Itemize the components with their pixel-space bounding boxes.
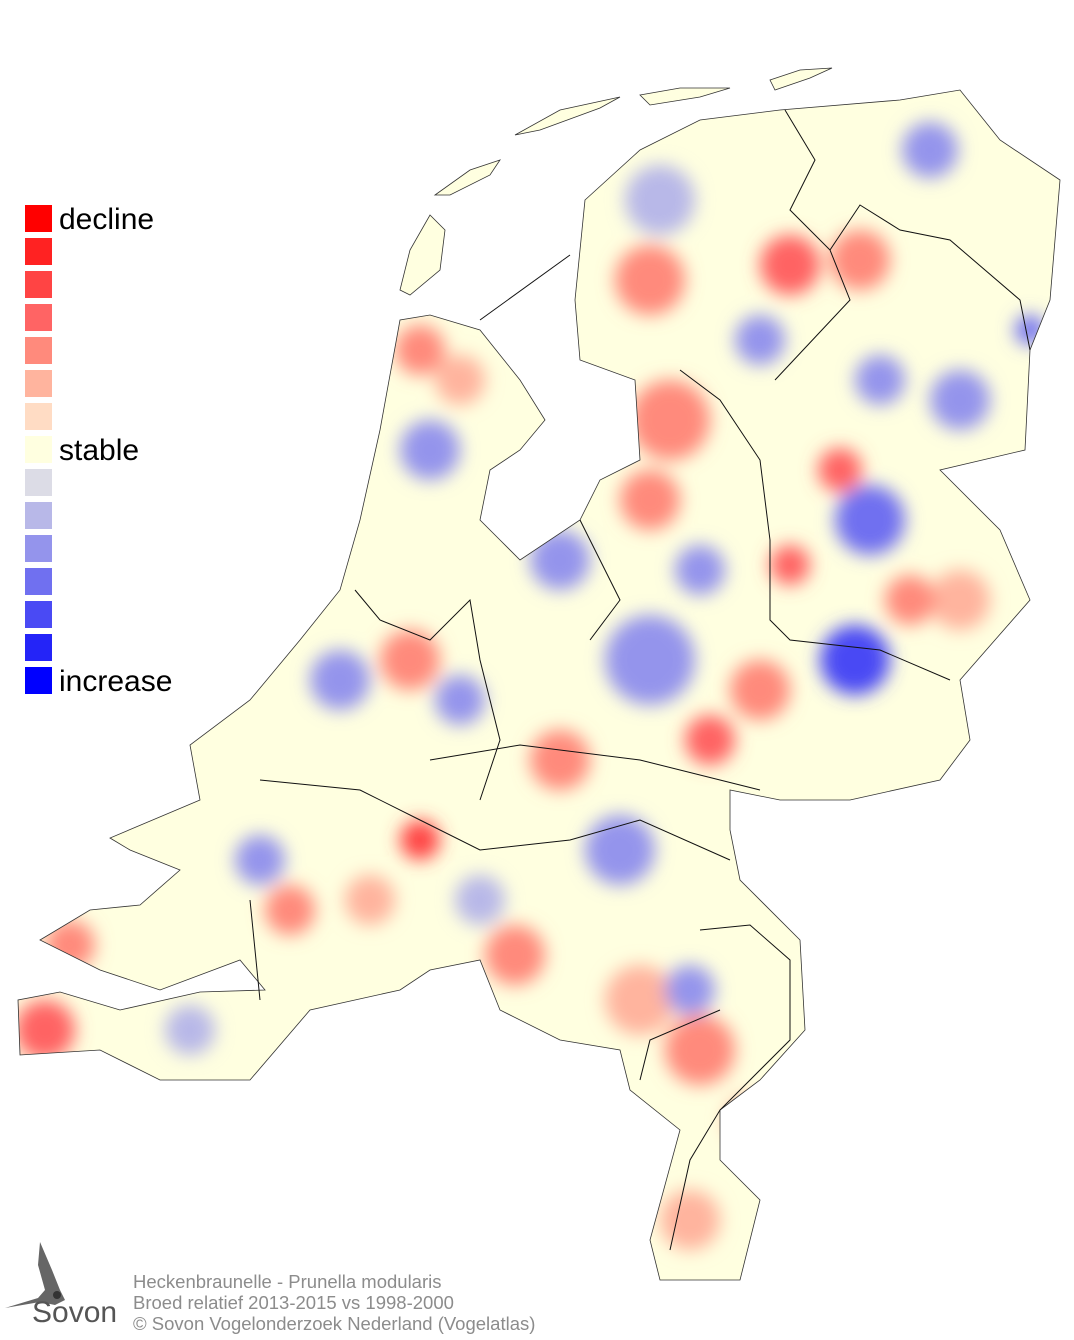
sovon-swallow-logo-icon: [5, 1242, 65, 1308]
legend-swatch: [25, 502, 52, 529]
sovon-logo-text: Sovon: [32, 1296, 118, 1329]
legend-swatch: [25, 337, 52, 364]
legend-swatch: [25, 271, 52, 298]
legend-label-increase: increase: [59, 665, 173, 698]
caption-copyright: © Sovon Vogelonderzoek Nederland (Vogela…: [133, 1313, 536, 1334]
legend-label-stable: stable: [59, 434, 140, 467]
caption-species: Heckenbraunelle - Prunella modularis: [133, 1271, 442, 1292]
map-caption: Heckenbraunelle - Prunella modularis Bro…: [133, 1271, 535, 1334]
province-borders: [249, 109, 1031, 1251]
legend-swatch: [25, 535, 52, 562]
legend-swatch: [25, 601, 52, 628]
legend-swatch: [25, 469, 52, 496]
legend-swatch: [25, 238, 52, 265]
wadden-islands: [399, 67, 833, 296]
legend-swatch: [25, 304, 52, 331]
caption-period: Broed relatief 2013-2015 vs 1998-2000: [133, 1292, 454, 1313]
legend-swatch: [25, 370, 52, 397]
legend-swatch: [25, 403, 52, 430]
legend-swatch: [25, 436, 52, 463]
legend-swatch: [25, 205, 52, 232]
legend-label-decline: decline: [59, 203, 155, 236]
legend-swatch: [25, 568, 52, 595]
legend-swatch: [25, 667, 52, 694]
legend-swatch: [25, 634, 52, 661]
